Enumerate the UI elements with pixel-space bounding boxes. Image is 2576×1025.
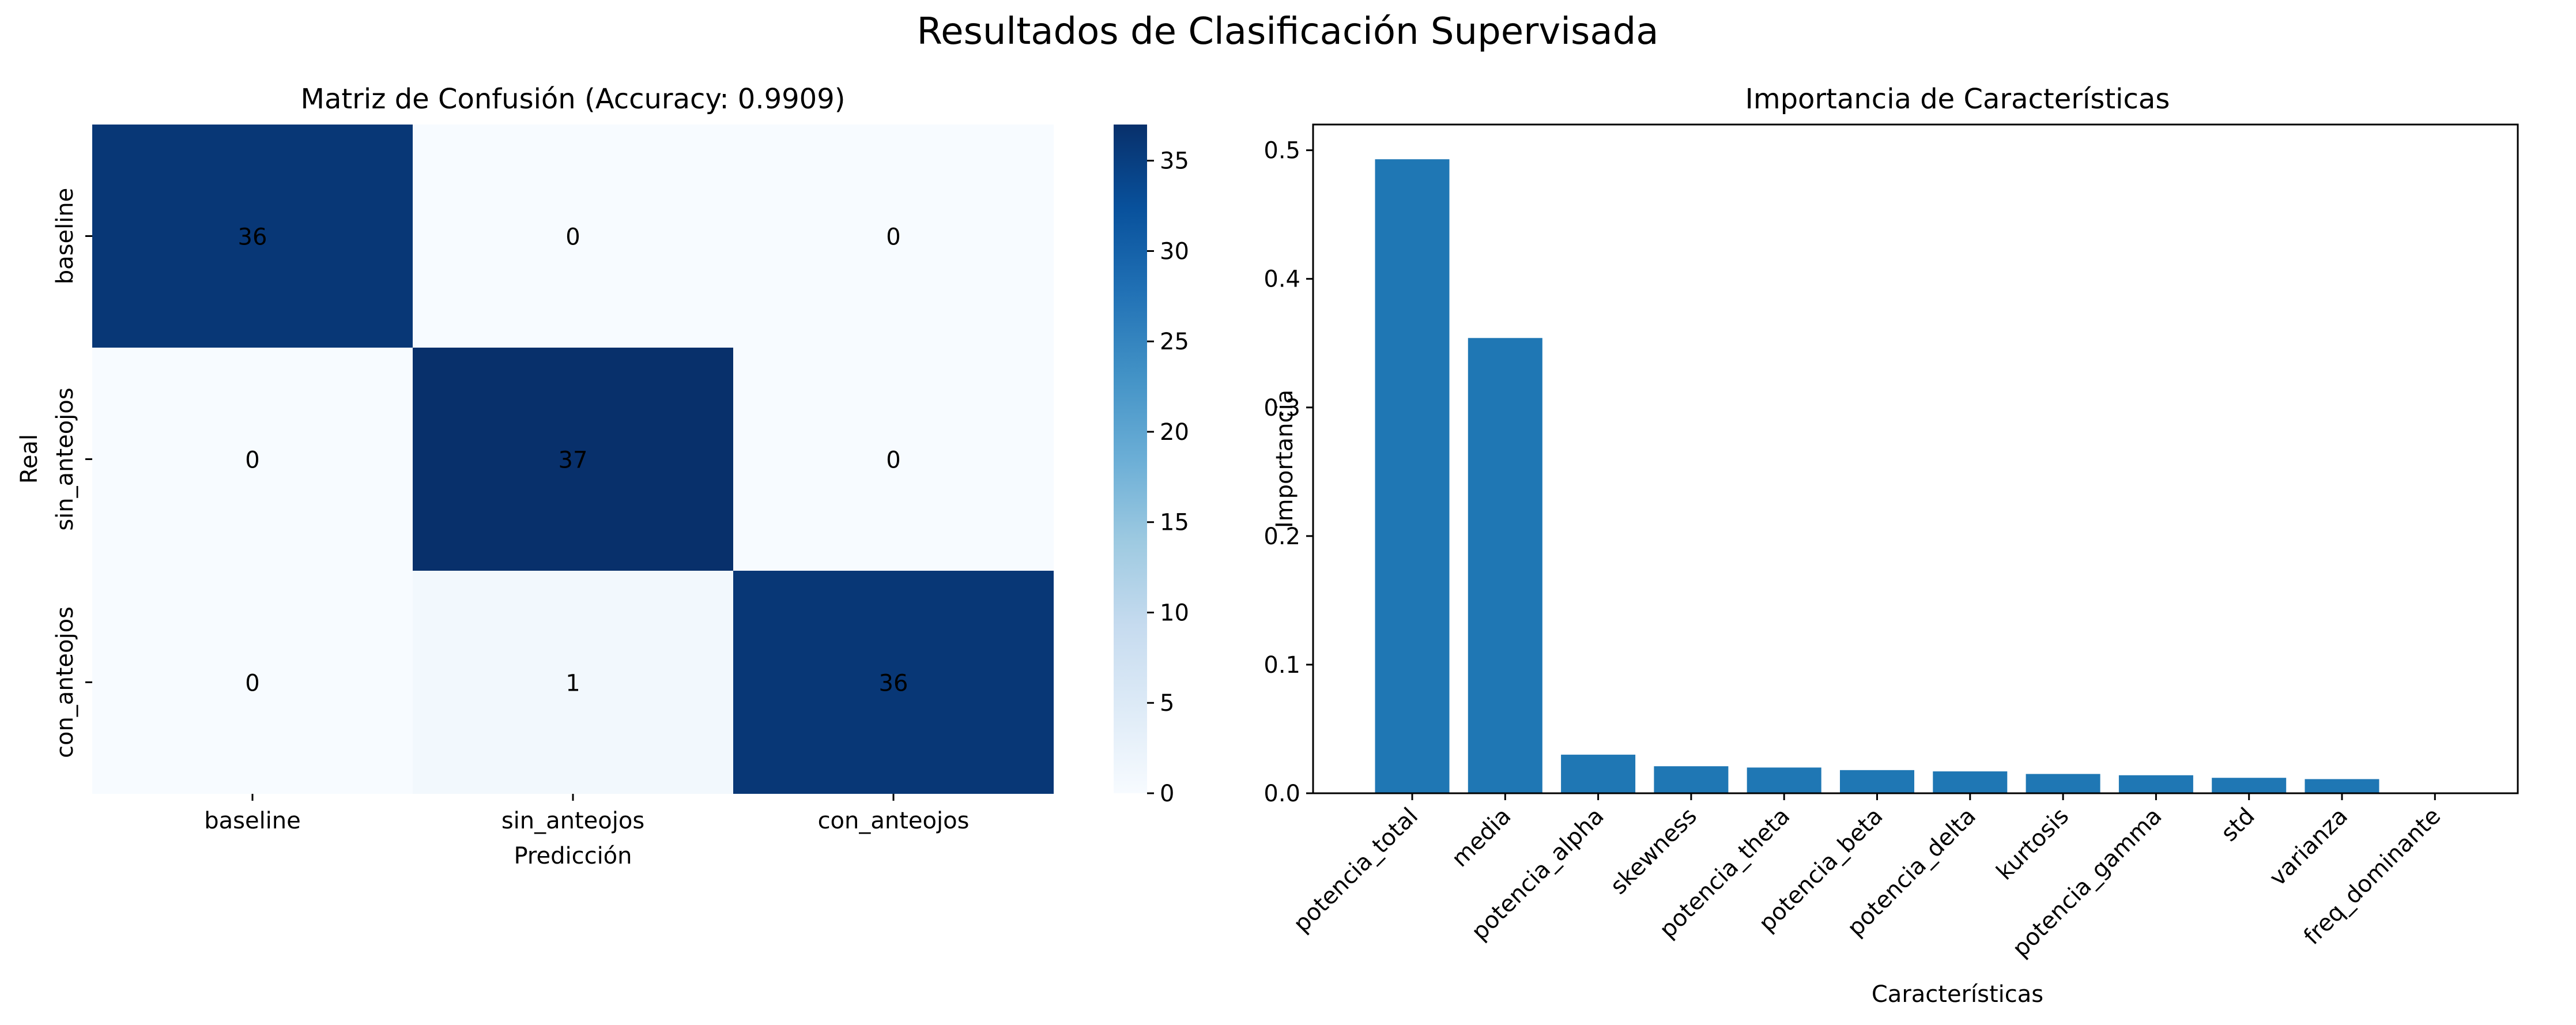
- bar-x-tick-label: media: [1447, 803, 1517, 873]
- heatmap-x-tick-label: sin_anteojos: [501, 808, 644, 834]
- heatmap-cell: [92, 571, 413, 794]
- bar-x-tick-label: skewness: [1605, 803, 1702, 900]
- bar: [1654, 766, 1729, 793]
- heatmap-cell: [733, 571, 1054, 794]
- bar: [1933, 771, 2008, 793]
- colorbar-tick-label: 0: [1160, 781, 1174, 807]
- heatmap-cell: [92, 348, 413, 571]
- colorbar-gradient: [1114, 125, 1147, 793]
- bar: [1468, 338, 1542, 793]
- confusion-matrix-ylabel: Real: [16, 434, 43, 484]
- colorbar-tick-label: 35: [1160, 148, 1189, 175]
- heatmap-y-tick-label: con_anteojos: [52, 606, 78, 758]
- confusion-matrix-panel: Matriz de Confusión (Accuracy: 0.9909) 3…: [16, 83, 1054, 869]
- bars: [1375, 159, 2379, 794]
- bar: [1375, 159, 1450, 794]
- heatmap-x-tick-label: con_anteojos: [818, 808, 970, 834]
- heatmap-cell: [413, 125, 733, 348]
- heatmap-x-tick-label: baseline: [204, 808, 301, 834]
- colorbar-tick-label: 10: [1160, 600, 1189, 626]
- bar-y-tick-label: 0.0: [1264, 781, 1300, 807]
- confusion-matrix-labels: baseline sin_anteojos con_anteojos baseline…: [52, 188, 969, 834]
- bar-y-tick-label: 0.2: [1264, 523, 1300, 550]
- heatmap-y-tick-label: baseline: [52, 188, 78, 285]
- heatmap-cell-value: 0: [245, 670, 259, 697]
- heatmap-cell-value: 36: [238, 224, 267, 251]
- bar: [2118, 775, 2193, 793]
- heatmap-cell: [413, 348, 733, 571]
- bar-x-tick-label: potencia_total: [1288, 803, 1423, 938]
- confusion-matrix-cells: 36 0 0 0 37 0 0 1 36: [92, 125, 1054, 794]
- bar: [2305, 779, 2379, 793]
- colorbar-tick-label: 30: [1160, 238, 1189, 265]
- bar-y-tick-label: 0.4: [1264, 266, 1300, 293]
- bar-y-tick-label: 0.5: [1264, 138, 1300, 164]
- bar-xlabel: Características: [1872, 981, 2043, 1008]
- heatmap-cell-value: 36: [879, 670, 908, 697]
- bar-plot-frame: [1312, 123, 2519, 794]
- bar-x-tick-label: varianza: [2265, 803, 2354, 892]
- colorbar-ticks: 0 5 10 15 20 25 30 35: [1147, 148, 1189, 807]
- confusion-matrix-xlabel: Predicción: [514, 843, 632, 869]
- heatmap-cell: [413, 571, 733, 794]
- bar-x-axis-ticks: potencia_total mediapotencia_alphaskewnes…: [1288, 793, 2446, 962]
- bar: [1561, 755, 1636, 793]
- heatmap-cell: [733, 125, 1054, 348]
- heatmap-cell-value: 0: [565, 224, 580, 251]
- heatmap-cell-value: 37: [559, 447, 588, 474]
- bar-y-axis-ticks: 0.0 0.1 0.2 0.3 0.4 0.5: [1264, 138, 1313, 807]
- colorbar-tick-label: 20: [1160, 419, 1189, 446]
- heatmap-cell-value: 0: [886, 447, 900, 474]
- feature-importance-panel: Importancia de Características 0.0 0.1 0.2…: [1264, 83, 2519, 1008]
- bar: [1840, 770, 1914, 793]
- bar: [2212, 778, 2287, 793]
- heatmap-y-tick-label: sin_anteojos: [52, 387, 78, 530]
- heatmap-cell: [733, 348, 1054, 571]
- bar-y-tick-label: 0.1: [1264, 652, 1300, 679]
- bar-y-tick-label: 0.3: [1264, 395, 1300, 421]
- bar-ylabel: Importancia: [1272, 390, 1298, 528]
- feature-importance-title: Importancia de Características: [1745, 83, 2170, 115]
- colorbar-tick-label: 15: [1160, 510, 1189, 536]
- bar: [1747, 767, 1821, 793]
- colorbar: 0 5 10 15 20 25 30 35: [1114, 125, 1189, 807]
- colorbar-tick-label: 5: [1160, 690, 1174, 717]
- bar-x-tick-label: kurtosis: [1992, 803, 2074, 885]
- bar-x-tick-label: std: [2216, 803, 2260, 847]
- heatmap-cell-value: 0: [245, 447, 259, 474]
- confusion-matrix-title: Matriz de Confusión (Accuracy: 0.9909): [301, 83, 846, 115]
- heatmap-cell-value: 0: [886, 224, 900, 251]
- heatmap-cell-value: 1: [565, 670, 580, 697]
- colorbar-tick-label: 25: [1160, 329, 1189, 355]
- figure-title: Resultados de Clasificación Supervisada: [917, 10, 1659, 53]
- heatmap-cell: [92, 125, 413, 348]
- bar: [2026, 774, 2100, 793]
